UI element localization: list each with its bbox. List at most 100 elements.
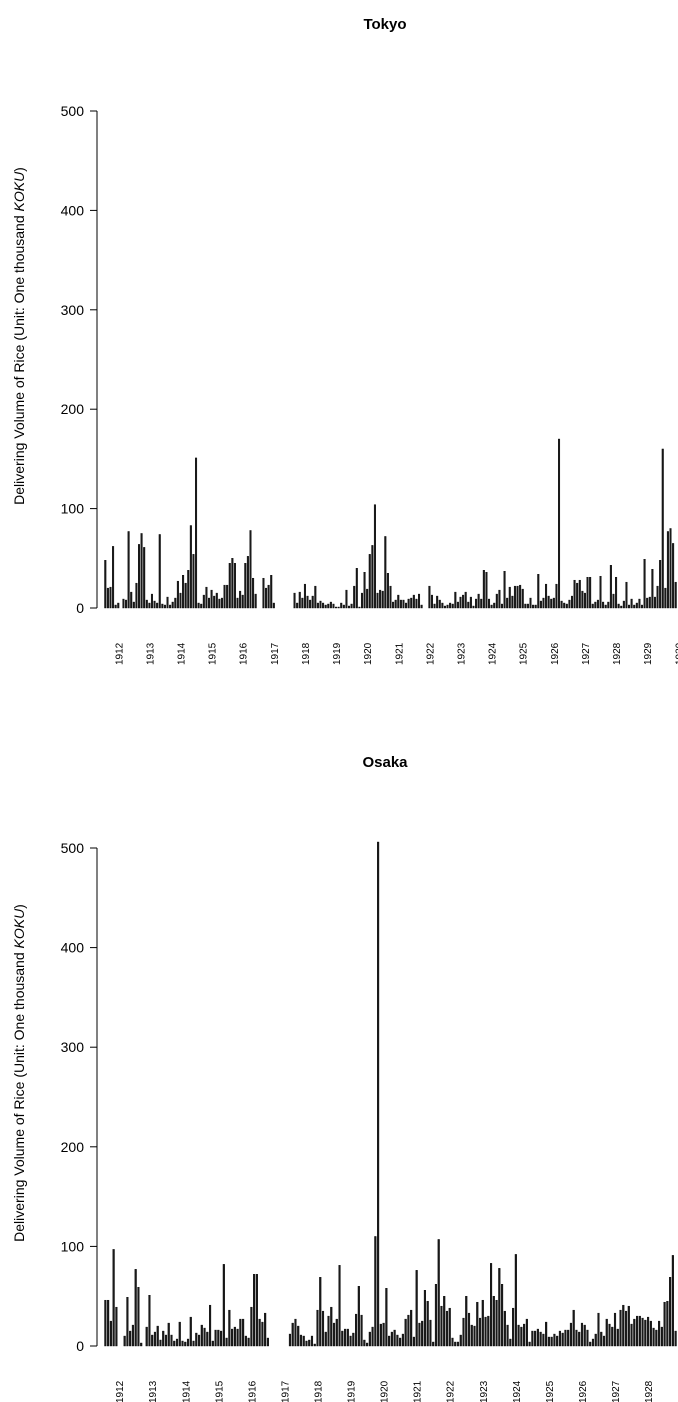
bar xyxy=(573,579,576,609)
bar xyxy=(572,1309,575,1347)
bar xyxy=(607,601,610,609)
bar xyxy=(337,606,340,609)
bar xyxy=(415,1270,418,1347)
bar xyxy=(531,1330,534,1347)
bar xyxy=(405,602,408,609)
bar xyxy=(537,574,540,609)
bar xyxy=(214,1329,217,1347)
bar xyxy=(423,1290,426,1347)
x-tick-label: 1925 xyxy=(545,1380,556,1402)
x-tick-label: 1929 xyxy=(643,642,654,665)
bar xyxy=(385,1288,388,1347)
bar xyxy=(560,600,563,609)
bar xyxy=(262,577,265,609)
bar xyxy=(184,1341,187,1347)
bar xyxy=(565,603,568,609)
bar xyxy=(591,603,594,609)
bar xyxy=(335,606,338,609)
bar xyxy=(145,1326,148,1347)
x-tick-label: 1918 xyxy=(313,1380,324,1402)
bar xyxy=(309,599,312,609)
bar xyxy=(495,593,498,609)
bar xyxy=(242,1318,245,1347)
bar xyxy=(231,1328,234,1347)
bar xyxy=(306,595,309,609)
bar xyxy=(166,596,169,609)
bar xyxy=(503,1310,506,1347)
bar xyxy=(151,1334,154,1347)
bar xyxy=(426,1300,429,1347)
x-tick-label: 1922 xyxy=(425,642,436,665)
bar xyxy=(553,1333,556,1347)
bar xyxy=(189,525,192,609)
bar xyxy=(576,582,579,609)
x-tick-label: 1921 xyxy=(394,642,405,665)
bar xyxy=(451,603,454,609)
bar xyxy=(319,1277,322,1347)
bar xyxy=(125,599,128,609)
bar xyxy=(602,601,605,609)
bar xyxy=(620,605,623,609)
bar xyxy=(104,1299,107,1347)
bar xyxy=(653,596,656,609)
bar xyxy=(330,1306,333,1347)
bar xyxy=(258,1318,261,1347)
bar xyxy=(459,1334,462,1347)
bar xyxy=(352,1332,355,1347)
y-tick-label: 200 xyxy=(61,1139,85,1155)
bar xyxy=(161,603,164,609)
bar xyxy=(536,1328,539,1347)
bar xyxy=(640,604,644,609)
bar xyxy=(605,1318,608,1347)
bar xyxy=(401,1333,404,1347)
bar xyxy=(608,1323,611,1347)
bar xyxy=(418,593,421,609)
x-tick-label: 1914 xyxy=(181,1380,192,1402)
bar xyxy=(324,604,327,609)
bar xyxy=(465,1295,468,1347)
bar xyxy=(529,597,532,609)
bar xyxy=(539,600,542,609)
bar xyxy=(628,604,631,609)
bar xyxy=(254,593,257,609)
x-tick-label: 1916 xyxy=(239,642,250,665)
bar xyxy=(140,1342,143,1347)
bar xyxy=(261,1321,264,1347)
bar xyxy=(456,601,459,609)
bar xyxy=(407,598,410,609)
bar xyxy=(192,554,195,609)
bar xyxy=(301,597,304,609)
x-tick-label: 1921 xyxy=(413,1380,424,1402)
bar xyxy=(503,571,506,609)
bar xyxy=(368,554,371,609)
bar xyxy=(384,536,387,609)
bar xyxy=(602,1335,606,1347)
bar xyxy=(513,585,516,609)
bar xyxy=(492,1295,495,1347)
bar xyxy=(114,604,117,609)
bar xyxy=(267,584,270,609)
bar xyxy=(524,603,527,609)
bar xyxy=(470,1324,473,1347)
bar xyxy=(521,588,524,609)
bar xyxy=(397,594,400,609)
bar xyxy=(143,547,146,609)
x-tick-label: 1923 xyxy=(457,642,468,665)
bar xyxy=(396,1334,399,1347)
bar xyxy=(638,1315,641,1347)
bar xyxy=(517,1324,520,1347)
bar xyxy=(187,570,190,609)
bar xyxy=(233,563,236,609)
bar xyxy=(338,1265,341,1347)
bar xyxy=(506,597,509,609)
bar xyxy=(552,597,555,609)
bar xyxy=(488,598,491,609)
bar xyxy=(150,593,153,609)
bar xyxy=(594,601,597,609)
bar xyxy=(163,604,166,609)
bar xyxy=(355,1313,358,1347)
x-tick-label: 1920 xyxy=(380,1380,391,1402)
bar xyxy=(244,1335,247,1347)
bar xyxy=(501,1284,504,1347)
